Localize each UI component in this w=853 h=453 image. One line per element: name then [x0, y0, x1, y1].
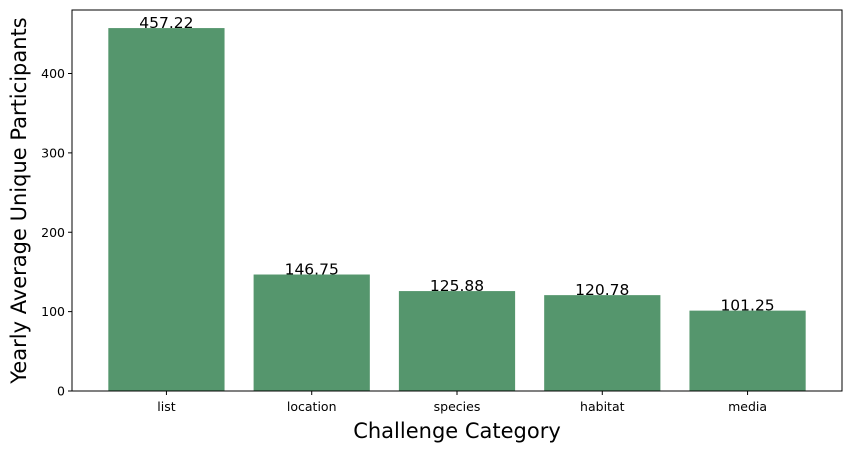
bar-media — [689, 310, 806, 391]
x-tick-label: species — [434, 399, 481, 414]
data-label-habitat: 120.78 — [575, 281, 629, 299]
bar-location — [253, 274, 370, 391]
x-tick-label: media — [728, 399, 767, 414]
y-tick-label: 300 — [41, 145, 65, 160]
bar-list — [108, 28, 225, 391]
data-label-media: 101.25 — [720, 297, 774, 315]
y-axis-label: Yearly Average Unique Participants — [7, 17, 31, 384]
bars-group — [108, 28, 806, 391]
x-tick-label: habitat — [580, 399, 625, 414]
x-tick-label: list — [157, 399, 175, 414]
data-label-list: 457.22 — [139, 14, 193, 32]
x-axis-label: Challenge Category — [353, 419, 561, 443]
y-tick-label: 200 — [41, 225, 65, 240]
data-label-location: 146.75 — [285, 261, 339, 279]
data-label-species: 125.88 — [430, 277, 484, 295]
x-tick-label: location — [287, 399, 337, 414]
plot-frame — [71, 9, 843, 392]
data-labels-group: 457.22 146.75 125.88 120.78 101.25 — [139, 14, 774, 315]
bar-species — [398, 291, 516, 391]
y-tick-label: 0 — [57, 384, 65, 399]
bar-habitat — [544, 295, 661, 391]
x-axis-ticks: list location species habitat media — [157, 391, 767, 414]
y-tick-label: 400 — [41, 66, 65, 81]
y-axis-ticks: 0 100 200 300 400 — [41, 66, 72, 399]
y-tick-label: 100 — [41, 304, 65, 319]
